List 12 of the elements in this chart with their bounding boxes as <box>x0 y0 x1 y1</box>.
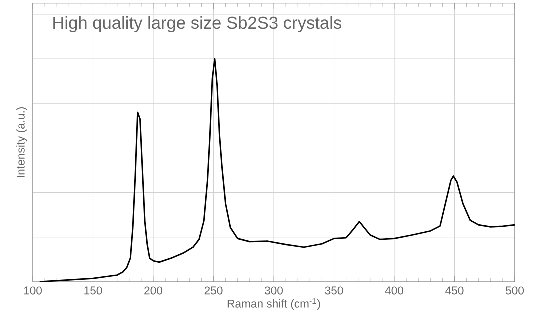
x-tick-label: 300 <box>264 286 284 295</box>
x-axis-title: Raman shift (cm$^{-1}$) <box>228 298 320 310</box>
x-tick-label: 250 <box>204 286 223 295</box>
x-tick-label: 400 <box>385 286 404 295</box>
chart-title: High quality large size Sb2S3 crystals <box>54 16 342 33</box>
x-tick-label: 150 <box>84 286 102 295</box>
x-tick-label: 100 <box>24 286 42 295</box>
x-tick-label: 450 <box>446 286 464 295</box>
x-tick-label: 350 <box>325 286 344 295</box>
x-tick-label: 500 <box>506 286 524 295</box>
y-axis-title: Intensity (a.u.) <box>16 107 28 178</box>
x-tick-label: 200 <box>144 286 163 295</box>
